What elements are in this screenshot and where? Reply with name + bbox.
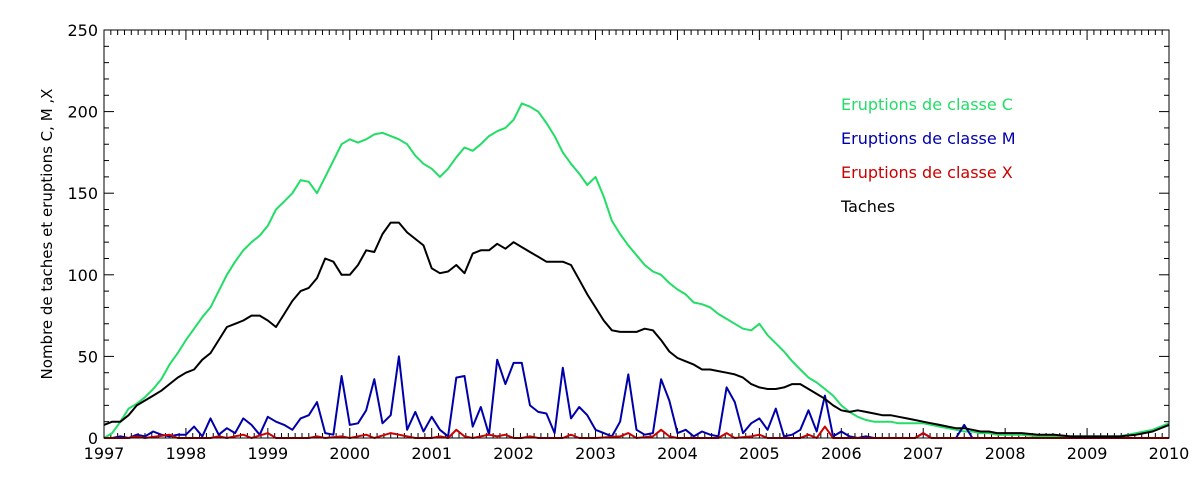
x-tick-label: 1998	[166, 444, 207, 463]
x-tick-label: 2004	[657, 444, 698, 463]
x-tick-label: 2000	[329, 444, 370, 463]
legend: Eruptions de classe C Eruptions de classe…	[840, 95, 1016, 216]
series-line-eruptions-de-classe-m	[104, 355, 1169, 439]
x-tick-label: 2007	[903, 444, 944, 463]
y-axis-title: Nombre de taches et eruptions C, M ,X	[38, 89, 56, 380]
y-tick-label: 0	[88, 429, 98, 448]
x-tick-label: 2003	[575, 444, 616, 463]
x-tick-label: 2001	[411, 444, 452, 463]
x-tick-label: 2005	[739, 444, 780, 463]
x-tick-label: 1997	[84, 444, 125, 463]
y-tick-label: 50	[78, 347, 98, 366]
series-line-taches	[103, 221, 1170, 438]
x-tick-label: 2010	[1149, 444, 1190, 463]
x-tick-label: 2002	[493, 444, 534, 463]
legend-entry: Taches	[840, 197, 895, 216]
tick-marks	[103, 29, 1170, 439]
y-tick-label: 250	[67, 21, 98, 40]
legend-entry: Eruptions de classe M	[841, 129, 1016, 148]
y-tick-label: 150	[67, 184, 98, 203]
series-line-eruptions-de-classe-c	[103, 102, 1170, 439]
x-tick-label: 1999	[247, 444, 288, 463]
y-tick-label: 100	[67, 266, 98, 285]
legend-entry: Eruptions de classe X	[841, 163, 1013, 182]
series-lines	[103, 102, 1170, 439]
x-tick-label: 2008	[985, 444, 1026, 463]
y-tick-labels: 0 50 100 150 200 250	[67, 21, 98, 448]
x-tick-labels: 1997 1998 1999 2000 2001 2002 2003 2004 2005 2006…	[84, 444, 1190, 463]
plot-frame	[103, 29, 1170, 439]
y-tick-label: 200	[67, 103, 98, 122]
x-tick-label: 2009	[1067, 444, 1108, 463]
x-tick-label: 2006	[821, 444, 862, 463]
legend-entry: Eruptions de classe C	[841, 95, 1013, 114]
